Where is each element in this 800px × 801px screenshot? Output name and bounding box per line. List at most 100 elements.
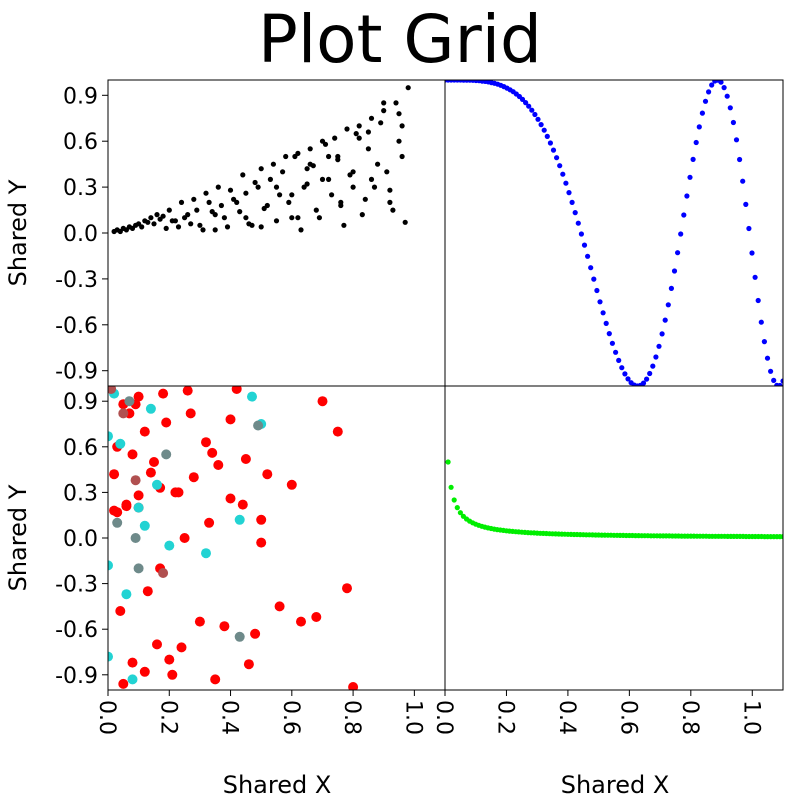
data-point	[625, 376, 631, 382]
data-point	[121, 499, 132, 510]
data-point	[277, 192, 283, 198]
chart-title: Plot Grid	[258, 1, 542, 78]
y-tick-label: -0.6	[55, 314, 98, 339]
data-point	[307, 146, 313, 152]
y-tick-label: -0.3	[55, 268, 98, 293]
panel-bottom-left-marks	[108, 386, 359, 690]
data-point	[678, 231, 684, 237]
data-point	[749, 250, 755, 256]
data-point	[204, 517, 215, 528]
data-point	[249, 222, 255, 228]
x-tick-label: 1.0	[400, 700, 425, 735]
data-point	[286, 199, 292, 205]
data-point	[127, 674, 138, 685]
data-point	[764, 355, 771, 361]
data-point	[201, 437, 211, 448]
data-point	[381, 108, 387, 114]
data-point	[454, 505, 460, 511]
data-point	[348, 682, 359, 690]
data-point	[538, 122, 544, 128]
data-point	[523, 100, 529, 106]
data-point	[240, 454, 251, 464]
data-point	[457, 510, 463, 516]
data-point	[115, 438, 126, 449]
data-point	[399, 123, 405, 129]
data-point	[145, 467, 156, 478]
data-point	[566, 190, 572, 196]
data-point	[253, 420, 264, 431]
data-point	[273, 218, 280, 224]
data-point	[755, 297, 761, 304]
data-point	[234, 514, 245, 525]
data-point	[145, 403, 156, 414]
data-point	[133, 502, 144, 513]
data-point	[185, 408, 196, 419]
data-point	[225, 414, 236, 425]
data-point	[581, 242, 588, 248]
data-point	[681, 212, 687, 218]
data-point	[227, 187, 234, 193]
data-point	[283, 153, 289, 160]
data-point	[142, 586, 153, 597]
data-point	[274, 601, 285, 612]
data-point	[396, 111, 402, 117]
data-point	[262, 469, 273, 480]
data-point	[535, 116, 541, 122]
data-point	[585, 253, 591, 259]
x-axis-label-right: Shared X	[561, 771, 670, 799]
data-point	[777, 382, 783, 386]
data-point	[371, 184, 378, 190]
data-point	[286, 479, 297, 490]
data-point	[740, 178, 746, 184]
data-point	[560, 171, 566, 177]
data-point	[231, 196, 237, 202]
data-point	[616, 357, 622, 363]
data-point	[112, 517, 123, 528]
data-point	[160, 213, 166, 219]
data-point	[247, 391, 257, 402]
data-point	[393, 100, 399, 106]
data-point	[234, 631, 245, 642]
data-point	[130, 533, 141, 543]
y-tick-label: 0.3	[63, 176, 98, 201]
data-point	[665, 302, 671, 308]
x-tick-label: 0.0	[431, 700, 456, 735]
data-point	[255, 184, 261, 190]
data-point	[332, 426, 343, 437]
data-point	[154, 212, 160, 218]
data-point	[350, 184, 356, 190]
data-point	[550, 147, 557, 153]
x-tick-label: 0.4	[554, 700, 579, 735]
data-point	[139, 666, 150, 677]
data-point	[600, 310, 606, 316]
data-point	[563, 180, 569, 186]
data-point	[112, 507, 123, 518]
data-point	[151, 221, 157, 227]
y-tick-label: 0.0	[63, 222, 98, 247]
panel-frame-top-left	[107, 79, 446, 387]
data-point	[280, 169, 286, 175]
data-point	[671, 268, 678, 274]
data-point	[335, 153, 341, 160]
data-point	[109, 469, 120, 480]
data-point	[207, 447, 218, 458]
data-point	[250, 628, 261, 639]
data-point	[668, 285, 675, 291]
data-point	[258, 166, 264, 172]
data-point	[659, 331, 665, 337]
data-point	[221, 215, 227, 221]
x-tick-label: 1.0	[738, 700, 763, 735]
data-point	[541, 127, 547, 133]
panel-top-left-marks	[111, 85, 411, 235]
data-point	[213, 460, 224, 470]
data-point	[152, 479, 162, 490]
data-point	[619, 365, 625, 371]
data-point	[650, 363, 656, 369]
data-point	[588, 265, 594, 271]
data-point	[544, 133, 550, 139]
data-point	[365, 129, 371, 135]
data-point	[730, 119, 737, 126]
data-point	[200, 227, 206, 233]
data-point	[118, 678, 129, 689]
data-point	[761, 339, 768, 345]
